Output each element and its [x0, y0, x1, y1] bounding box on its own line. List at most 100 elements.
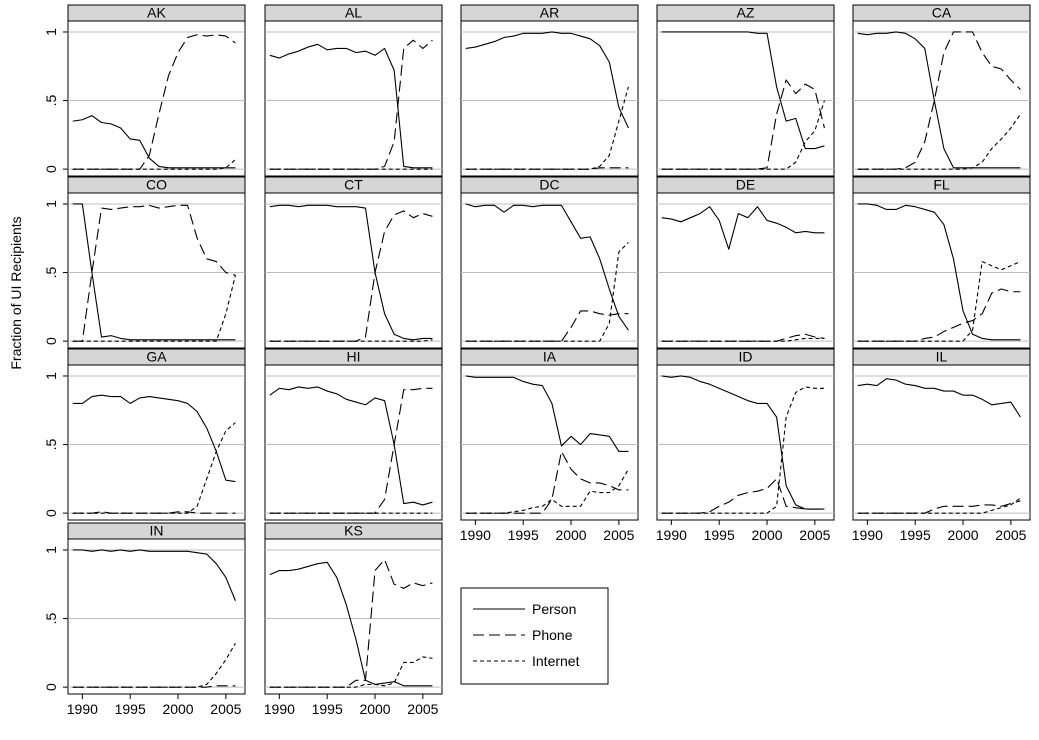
y-axis-label: Fraction of UI Recipients — [8, 216, 24, 369]
series-person-line-id — [661, 375, 825, 510]
x-tick-label: 1990 — [460, 527, 491, 543]
y-tick-label: .5 — [43, 95, 59, 107]
x-tick-label: 1995 — [115, 701, 146, 717]
panel-ca: CA — [852, 4, 1031, 177]
panel-grid: AK 0 .5 1 AL AR AZ CA CO 0 .5 1 CT DC DE FL GA 0 .5 1 HI IA 19… — [43, 4, 1031, 717]
legend-label-person: Person — [532, 601, 576, 617]
series-phone-line-dc — [465, 310, 629, 342]
series-person-line-in — [72, 549, 236, 601]
series-phone-line-in — [72, 685, 236, 688]
series-person-line-de — [661, 206, 825, 250]
panel-title-ct: CT — [344, 177, 363, 193]
panel-de: DE — [656, 176, 835, 349]
x-tick-label: 2000 — [162, 701, 193, 717]
series-person-line-hi — [269, 386, 433, 506]
panel-frame-id — [656, 364, 835, 521]
panel-ia: IA 1990 1995 2000 2005 — [460, 348, 639, 543]
panel-frame-dc — [460, 192, 639, 349]
x-tick-label: 2005 — [407, 701, 438, 717]
series-person-line-az — [661, 31, 825, 150]
x-tick-label: 1995 — [704, 527, 735, 543]
series-internet-line-ks — [269, 656, 433, 688]
x-tick-label: 2005 — [799, 527, 830, 543]
panel-title-hi: HI — [347, 349, 361, 365]
legend-label-phone: Phone — [532, 627, 573, 643]
x-tick-label: 1990 — [656, 527, 687, 543]
x-tick-label: 1995 — [508, 527, 539, 543]
panel-title-dc: DC — [539, 177, 559, 193]
panel-title-ar: AR — [540, 5, 559, 21]
panel-dc: DC — [460, 176, 639, 349]
panel-title-in: IN — [150, 523, 164, 539]
x-tick-label: 2000 — [947, 527, 978, 543]
series-person-line-ar — [465, 31, 629, 129]
series-phone-line-il — [857, 500, 1021, 514]
series-person-line-ca — [857, 31, 1021, 169]
series-internet-line-ia — [465, 468, 629, 514]
panel-title-ks: KS — [344, 523, 363, 539]
series-phone-line-de — [661, 333, 825, 342]
panel-frame-ct — [264, 192, 443, 349]
panel-title-il: IL — [936, 349, 948, 365]
panel-title-co: CO — [146, 177, 167, 193]
x-tick-label: 2000 — [751, 527, 782, 543]
panel-frame-az — [656, 20, 835, 177]
panel-co: CO 0 .5 1 — [43, 176, 246, 349]
panel-frame-il — [852, 364, 1031, 521]
x-tick-label: 1995 — [312, 701, 343, 717]
panel-title-ca: CA — [932, 5, 952, 21]
y-tick-label: .5 — [43, 439, 59, 451]
panel-ar: AR — [460, 4, 639, 177]
x-tick-label: 1990 — [67, 701, 98, 717]
series-internet-line-in — [72, 642, 236, 688]
y-tick-label: 0 — [43, 337, 59, 345]
panel-title-az: AZ — [737, 5, 755, 21]
x-tick-label: 1990 — [852, 527, 883, 543]
series-person-line-fl — [857, 203, 1021, 341]
series-phone-line-al — [269, 39, 433, 170]
panel-il: IL 1990 1995 2000 2005 — [852, 348, 1031, 543]
y-tick-label: 0 — [43, 509, 59, 517]
series-phone-line-ct — [269, 210, 433, 342]
series-person-line-ak — [72, 115, 236, 169]
x-tick-label: 2000 — [555, 527, 586, 543]
legend-label-internet: Internet — [532, 653, 580, 669]
series-person-line-ct — [269, 204, 433, 341]
series-person-line-co — [72, 203, 236, 341]
panel-ks: KS 1990 1995 2000 2005 — [264, 522, 443, 717]
x-tick-label: 1990 — [264, 701, 295, 717]
panel-frame-in — [67, 538, 246, 695]
series-phone-line-ia — [465, 450, 629, 514]
y-tick-label: .5 — [43, 267, 59, 279]
panel-ak: AK 0 .5 1 — [43, 4, 246, 177]
panel-frame-ga — [67, 364, 246, 521]
panel-frame-ca — [852, 20, 1031, 177]
y-tick-label: 1 — [43, 200, 59, 208]
series-phone-line-az — [661, 79, 825, 170]
y-tick-label: 0 — [43, 683, 59, 691]
series-phone-line-co — [72, 204, 236, 342]
panel-in: IN 0 .5 1 1990 1995 2000 2005 — [43, 522, 246, 717]
series-phone-line-ar — [465, 167, 629, 170]
series-internet-line-de — [661, 337, 825, 342]
panel-title-ga: GA — [146, 349, 167, 365]
panel-fl: FL — [852, 176, 1031, 349]
panel-frame-hi — [264, 364, 443, 521]
panel-frame-ia — [460, 364, 639, 521]
panel-frame-ks — [264, 538, 443, 695]
legend: Person Phone Internet — [460, 587, 609, 685]
series-internet-line-ct — [269, 339, 433, 342]
y-tick-label: .5 — [43, 613, 59, 625]
series-phone-line-hi — [269, 387, 433, 514]
panel-az: AZ — [656, 4, 835, 177]
series-person-line-il — [857, 378, 1021, 418]
panel-ga: GA 0 .5 1 — [43, 348, 246, 521]
series-phone-line-ks — [269, 559, 433, 688]
panel-title-ak: AK — [147, 5, 166, 21]
series-person-line-ga — [72, 394, 236, 483]
y-tick-label: 1 — [43, 28, 59, 36]
panel-frame-al — [264, 20, 443, 177]
y-tick-label: 0 — [43, 165, 59, 173]
series-phone-line-id — [661, 478, 825, 514]
